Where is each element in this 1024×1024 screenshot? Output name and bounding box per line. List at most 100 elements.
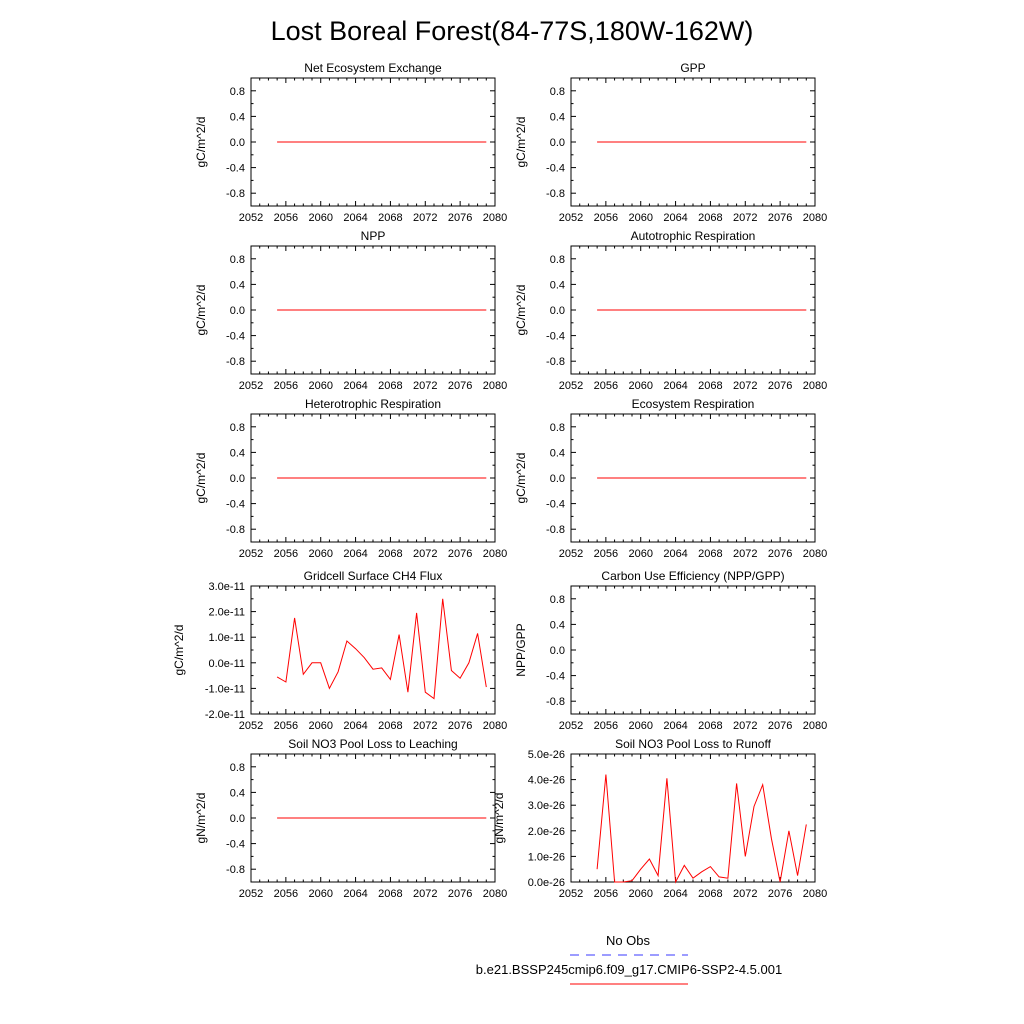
x-tick-label: 2064 xyxy=(663,888,687,900)
x-tick-label: 2076 xyxy=(768,212,792,224)
y-tick-label: 0.0 xyxy=(550,305,565,317)
x-tick-label: 2060 xyxy=(308,212,332,224)
x-tick-label: 2072 xyxy=(413,548,437,560)
x-tick-label: 2072 xyxy=(413,380,437,392)
y-tick-label: 1.0e-11 xyxy=(209,632,246,644)
legend-model-label: b.e21.BSSP245cmip6.f09_g17.CMIP6-SSP2-4.… xyxy=(476,962,782,977)
y-axis-label: gN/m^2/d xyxy=(194,793,208,844)
x-tick-label: 2056 xyxy=(274,380,298,392)
y-tick-label: 0.4 xyxy=(230,447,245,459)
legend-obs-label: No Obs xyxy=(606,933,651,948)
y-tick-label: 0.4 xyxy=(550,447,565,459)
x-tick-label: 2060 xyxy=(628,212,652,224)
y-axis-label: gC/m^2/d xyxy=(194,117,208,168)
panel-5: Heterotrophic Respiration 2052 2056 2060 206… xyxy=(194,397,507,560)
y-axis-label: gC/m^2/d xyxy=(194,453,208,504)
x-tick-label: 2052 xyxy=(239,212,263,224)
y-tick-label: -0.8 xyxy=(226,524,245,536)
x-tick-label: 2056 xyxy=(274,720,298,732)
x-tick-label: 2060 xyxy=(308,888,332,900)
x-tick-label: 2056 xyxy=(594,720,618,732)
y-tick-label: 0.0 xyxy=(230,137,245,149)
x-tick-label: 2072 xyxy=(413,888,437,900)
x-tick-label: 2052 xyxy=(559,888,583,900)
x-tick-label: 2064 xyxy=(343,720,367,732)
y-axis-label: gC/m^2/d xyxy=(514,453,528,504)
x-tick-label: 2072 xyxy=(733,380,757,392)
panel-1: Net Ecosystem Exchange 2052 2056 2060 2064 20… xyxy=(194,61,507,224)
panel-title: Soil NO3 Pool Loss to Leaching xyxy=(288,737,457,751)
y-tick-label: -0.8 xyxy=(226,356,245,368)
x-tick-label: 2052 xyxy=(239,720,263,732)
panel-9: Soil NO3 Pool Loss to Leaching 2052 2056 20… xyxy=(194,737,507,900)
x-tick-label: 2064 xyxy=(663,380,687,392)
y-tick-label: 0.4 xyxy=(230,787,245,799)
x-tick-label: 2080 xyxy=(803,888,827,900)
y-axis-label: gC/m^2/d xyxy=(194,285,208,336)
x-tick-label: 2068 xyxy=(378,888,402,900)
x-tick-label: 2072 xyxy=(733,720,757,732)
y-tick-label: 0.4 xyxy=(230,279,245,291)
y-tick-label: -2.0e-11 xyxy=(205,709,245,721)
panel-7: Gridcell Surface CH4 Flux 2052 2056 2060 206… xyxy=(172,569,507,732)
x-tick-label: 2068 xyxy=(698,888,722,900)
x-tick-label: 2076 xyxy=(768,548,792,560)
y-tick-label: -0.8 xyxy=(546,524,565,536)
x-tick-label: 2056 xyxy=(594,548,618,560)
y-tick-label: -0.4 xyxy=(226,499,245,511)
x-tick-label: 2056 xyxy=(274,548,298,560)
x-tick-label: 2072 xyxy=(413,720,437,732)
y-tick-label: 0.8 xyxy=(550,594,565,606)
y-tick-label: -0.4 xyxy=(546,331,565,343)
x-tick-label: 2060 xyxy=(308,548,332,560)
x-tick-label: 2076 xyxy=(448,548,472,560)
y-tick-label: 0.8 xyxy=(230,86,245,98)
x-tick-label: 2060 xyxy=(308,380,332,392)
x-tick-label: 2064 xyxy=(663,720,687,732)
x-tick-label: 2052 xyxy=(559,212,583,224)
panel-title: GPP xyxy=(680,61,705,75)
y-tick-label: 0.4 xyxy=(230,111,245,123)
x-tick-label: 2056 xyxy=(594,380,618,392)
y-axis-label: NPP/GPP xyxy=(514,623,528,676)
y-tick-label: 1.0e-26 xyxy=(528,851,565,863)
x-tick-label: 2080 xyxy=(803,720,827,732)
x-tick-label: 2056 xyxy=(594,888,618,900)
y-tick-label: 0.8 xyxy=(230,762,245,774)
x-tick-label: 2080 xyxy=(803,548,827,560)
x-tick-label: 2080 xyxy=(483,720,507,732)
panel-title: NPP xyxy=(361,229,386,243)
y-tick-label: 0.4 xyxy=(550,111,565,123)
x-tick-label: 2072 xyxy=(413,212,437,224)
x-tick-label: 2076 xyxy=(448,888,472,900)
plot-frame xyxy=(570,585,816,715)
y-tick-label: 3.0e-26 xyxy=(528,800,565,812)
x-tick-label: 2072 xyxy=(733,212,757,224)
y-tick-label: 2.0e-26 xyxy=(528,826,565,838)
panel-grid: Net Ecosystem Exchange 2052 2056 2060 2064 20… xyxy=(172,61,827,900)
x-tick-label: 2080 xyxy=(803,380,827,392)
y-tick-label: 0.0e-11 xyxy=(209,658,246,670)
x-tick-label: 2064 xyxy=(663,212,687,224)
y-tick-label: -0.4 xyxy=(546,671,565,683)
panel-title: Carbon Use Efficiency (NPP/GPP) xyxy=(601,569,784,583)
y-tick-label: 0.8 xyxy=(550,86,565,98)
x-tick-label: 2076 xyxy=(448,720,472,732)
x-tick-label: 2080 xyxy=(483,888,507,900)
y-tick-label: -0.8 xyxy=(546,356,565,368)
series-line xyxy=(276,598,487,700)
x-tick-label: 2060 xyxy=(628,888,652,900)
x-tick-label: 2076 xyxy=(768,888,792,900)
y-tick-label: -0.4 xyxy=(546,163,565,175)
panel-title: Autotrophic Respiration xyxy=(631,229,756,243)
x-tick-label: 2068 xyxy=(698,548,722,560)
x-tick-label: 2060 xyxy=(628,720,652,732)
x-tick-label: 2056 xyxy=(594,212,618,224)
panel-2: GPP 2052 2056 2060 2064 2068 2072 2076 2080 0.8 0.… xyxy=(514,61,827,224)
y-tick-label: 0.0 xyxy=(550,645,565,657)
panel-title: Net Ecosystem Exchange xyxy=(304,61,442,75)
y-axis-label: gC/m^2/d xyxy=(172,625,186,676)
panel-6: Ecosystem Respiration 2052 2056 2060 2064 206… xyxy=(514,397,827,560)
panel-3: NPP 2052 2056 2060 2064 2068 2072 2076 2080 0.8 0.… xyxy=(194,229,507,392)
x-tick-label: 2076 xyxy=(768,380,792,392)
